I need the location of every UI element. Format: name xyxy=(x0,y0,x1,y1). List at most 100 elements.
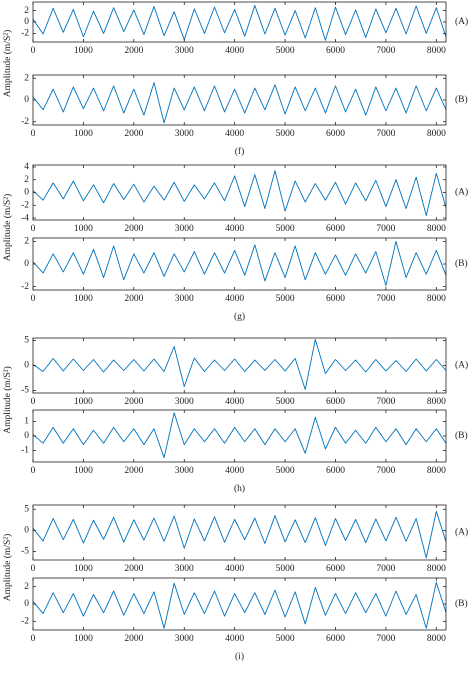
x-tick-label: 3000 xyxy=(175,564,194,574)
x-tick-label: 4000 xyxy=(225,294,244,304)
x-tick-label: 5000 xyxy=(276,634,295,644)
x-tick-label: 1000 xyxy=(74,294,93,304)
panel-label: (A) xyxy=(455,187,468,198)
x-tick-label: 1000 xyxy=(74,129,93,139)
x-tick-label: 0 xyxy=(31,397,36,407)
y-tick-label: -1 xyxy=(21,446,29,456)
y-tick-label: 5 xyxy=(24,336,29,346)
plot-frame xyxy=(32,237,447,291)
x-tick-label: 7000 xyxy=(376,224,395,234)
x-tick-label: 3000 xyxy=(175,224,194,234)
y-tick-label: -2 xyxy=(21,282,29,292)
x-tick-label: 4000 xyxy=(225,564,244,574)
x-tick-label: 6000 xyxy=(326,294,345,304)
x-tick-label: 8000 xyxy=(427,46,446,56)
x-tick-label: 8000 xyxy=(427,634,446,644)
x-tick-label: 7000 xyxy=(376,634,395,644)
panel-label: (A) xyxy=(455,16,468,27)
x-tick-label: 8000 xyxy=(427,224,446,234)
x-tick-label: 3000 xyxy=(175,46,194,56)
signal-line xyxy=(32,412,447,459)
y-tick-label: 2 xyxy=(24,6,29,16)
x-tick-label: 3000 xyxy=(175,634,194,644)
x-tick-label: 8000 xyxy=(427,294,446,304)
y-axis-label: Amplitude (m/S²) xyxy=(2,366,13,434)
signal-line xyxy=(32,4,447,41)
figure-caption: (i) xyxy=(235,651,244,662)
y-tick-label: 0 xyxy=(24,526,29,536)
x-tick-label: 6000 xyxy=(326,224,345,234)
signal-line xyxy=(32,581,447,629)
x-tick-label: 8000 xyxy=(427,397,446,407)
x-tick-label: 3000 xyxy=(175,294,194,304)
panel-label: (A) xyxy=(455,527,468,538)
x-tick-label: 6000 xyxy=(326,634,345,644)
x-tick-label: 2000 xyxy=(124,224,143,234)
figure-caption: (h) xyxy=(234,483,245,494)
panel-label: (B) xyxy=(455,430,468,441)
x-tick-label: 7000 xyxy=(376,46,395,56)
y-tick-label: -2 xyxy=(21,117,29,127)
y-tick-label: 2 xyxy=(24,175,29,185)
y-tick-label: -2 xyxy=(21,29,29,39)
x-tick-label: 2000 xyxy=(124,466,143,476)
x-tick-label: 6000 xyxy=(326,397,345,407)
x-tick-label: 2000 xyxy=(124,46,143,56)
y-tick-label: 0 xyxy=(24,259,29,269)
y-tick-label: -2 xyxy=(21,617,29,627)
y-axis-label: Amplitude (m/S²) xyxy=(2,194,13,262)
x-tick-label: 2000 xyxy=(124,564,143,574)
x-tick-label: 8000 xyxy=(427,129,446,139)
figure-caption: (f) xyxy=(235,146,245,157)
y-tick-label: 4 xyxy=(24,162,29,172)
x-tick-label: 6000 xyxy=(326,129,345,139)
signal-line xyxy=(32,339,447,390)
x-tick-label: 7000 xyxy=(376,466,395,476)
x-tick-label: 1000 xyxy=(74,46,93,56)
x-tick-label: 5000 xyxy=(276,397,295,407)
signal-line xyxy=(32,240,447,286)
y-axis-label: Amplitude (m/S²) xyxy=(2,30,13,98)
y-tick-label: 2 xyxy=(24,237,29,247)
x-tick-label: 0 xyxy=(31,564,36,574)
x-tick-label: 0 xyxy=(31,224,36,234)
plot-frame xyxy=(32,577,447,631)
plot-frame xyxy=(32,164,447,221)
y-tick-label: 2 xyxy=(24,582,29,592)
x-tick-label: 8000 xyxy=(427,466,446,476)
x-tick-label: 4000 xyxy=(225,129,244,139)
x-tick-label: 2000 xyxy=(124,634,143,644)
plot-frame xyxy=(32,409,447,463)
x-tick-label: 5000 xyxy=(276,294,295,304)
x-tick-label: 4000 xyxy=(225,466,244,476)
y-tick-label: 2 xyxy=(24,73,29,83)
x-tick-label: 1000 xyxy=(74,466,93,476)
x-tick-label: 4000 xyxy=(225,46,244,56)
x-tick-label: 0 xyxy=(31,634,36,644)
y-tick-label: 0 xyxy=(24,188,29,198)
y-tick-label: -5 xyxy=(21,386,29,396)
y-tick-label: 0 xyxy=(24,361,29,371)
x-tick-label: 1000 xyxy=(74,634,93,644)
y-axis-label: Amplitude (m/S²) xyxy=(2,534,13,602)
plot-frame xyxy=(32,504,447,561)
x-tick-label: 0 xyxy=(31,129,36,139)
x-tick-label: 7000 xyxy=(376,294,395,304)
x-tick-label: 5000 xyxy=(276,46,295,56)
y-tick-label: -2 xyxy=(21,200,29,210)
x-tick-label: 0 xyxy=(31,294,36,304)
panel-label: (B) xyxy=(455,94,468,105)
x-tick-label: 5000 xyxy=(276,466,295,476)
y-tick-label: 1 xyxy=(24,417,29,427)
signal-line xyxy=(32,170,447,216)
x-tick-label: 0 xyxy=(31,46,36,56)
y-tick-label: -5 xyxy=(21,547,29,557)
x-tick-label: 0 xyxy=(31,466,36,476)
x-tick-label: 5000 xyxy=(276,564,295,574)
x-tick-label: 6000 xyxy=(326,46,345,56)
signal-line xyxy=(32,82,447,124)
x-tick-label: 7000 xyxy=(376,397,395,407)
y-tick-label: 0 xyxy=(24,95,29,105)
x-tick-label: 5000 xyxy=(276,129,295,139)
